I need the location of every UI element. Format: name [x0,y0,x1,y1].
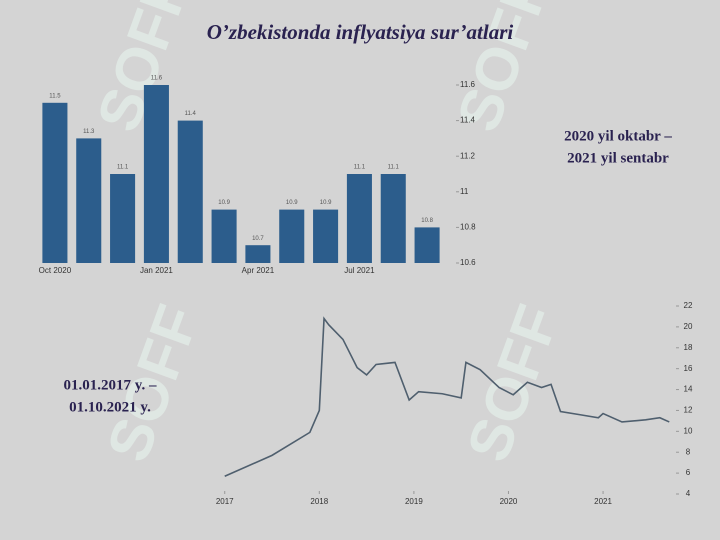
data-label: 11.5 [49,93,61,99]
annotation: 01.10.2021 y. [69,399,151,415]
data-label: 11.1 [117,165,129,171]
x-tick-label: Oct 2020 [39,266,72,275]
x-tick-label: 2017 [216,497,234,506]
y-tick-label: 12 [684,406,693,415]
title: O’zbekistonda inflyatsiya sur’atlari [207,20,514,44]
bar [346,174,372,263]
y-tick-label: 20 [684,322,693,331]
y-tick-label: 10.6 [460,258,476,267]
data-label: 10.7 [252,236,264,242]
bar [143,85,169,263]
x-tick-label: 2021 [594,497,612,506]
bar [211,209,237,263]
y-tick-label: 11.2 [460,151,476,160]
annotation: 2021 yil sentabr [567,150,669,166]
data-label: 11.1 [388,165,400,171]
x-tick-label: Jan 2021 [140,266,173,275]
y-tick-label: 22 [684,301,693,310]
y-tick-label: 11.4 [460,116,476,125]
x-tick-label: 2019 [405,497,423,506]
data-label: 11.3 [83,129,95,135]
y-tick-label: 10 [684,426,693,435]
bar [42,102,68,263]
data-label: 11.1 [354,165,366,171]
y-tick-label: 4 [686,489,691,498]
bar [279,209,305,263]
x-tick-label: 2018 [310,497,328,506]
y-tick-label: 16 [684,364,693,373]
line-series [224,316,670,477]
y-tick-label: 10.8 [460,223,476,232]
bar [414,227,440,263]
data-label: 10.9 [286,200,298,206]
data-label: 10.9 [320,200,332,206]
y-tick-label: 11.6 [460,80,476,89]
data-label: 11.4 [185,111,197,117]
data-label: 10.9 [218,200,230,206]
x-tick-label: 2020 [500,497,518,506]
bar [380,174,406,263]
x-tick-label: Apr 2021 [242,266,275,275]
data-label: 10.8 [421,218,433,224]
bar [245,245,271,263]
bar [313,209,339,263]
y-tick-label: 6 [686,468,691,477]
y-tick-label: 8 [686,447,691,456]
y-tick-label: 11 [460,187,469,196]
bar [177,120,203,263]
annotation: 01.01.2017 y. – [64,377,157,393]
bar [110,174,136,263]
x-tick-label: Jul 2021 [344,266,375,275]
bar [76,138,102,263]
data-label: 11.6 [151,76,163,82]
y-tick-label: 18 [684,343,693,352]
annotation: 2020 yil oktabr – [564,128,672,144]
y-tick-label: 14 [684,385,693,394]
